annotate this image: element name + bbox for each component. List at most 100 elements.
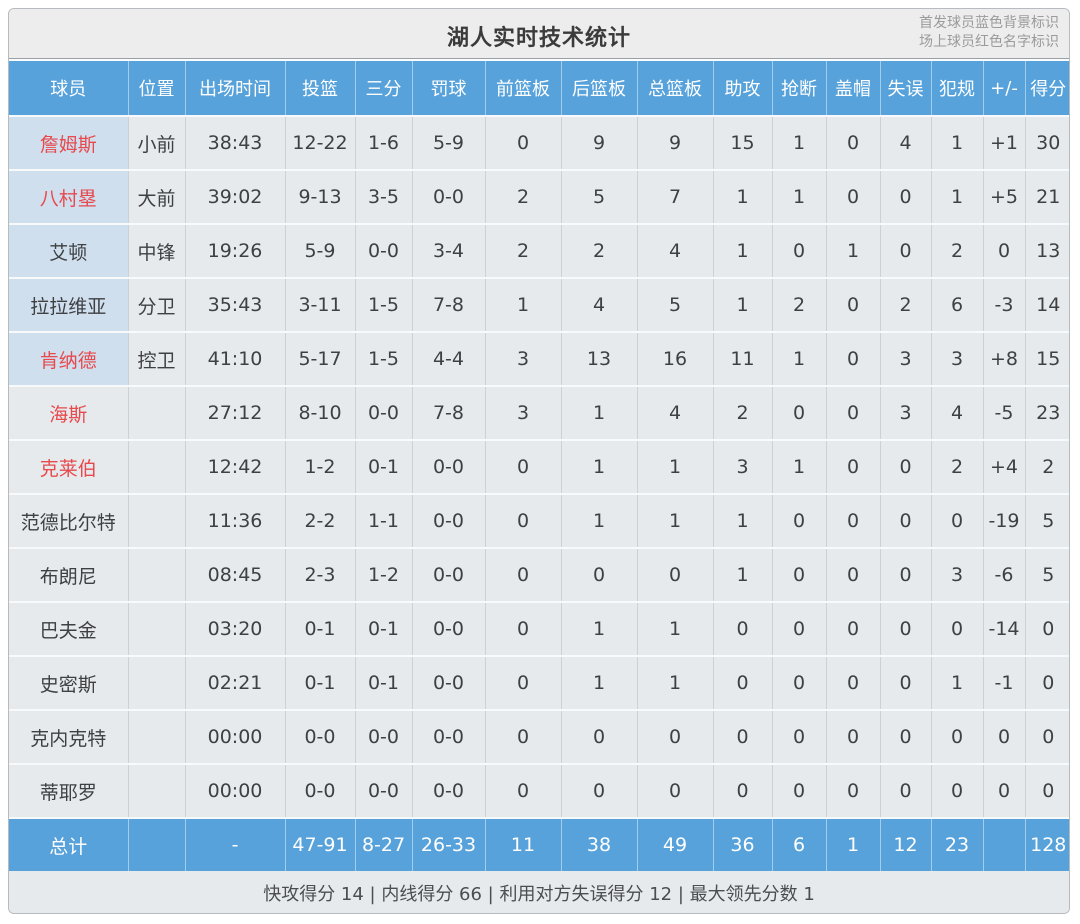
oreb-cell: 2 (485, 223, 562, 278)
steals-cell: 0 (772, 655, 827, 710)
oreb-cell: 0 (485, 115, 562, 170)
points-cell: 0 (1025, 763, 1069, 818)
col-header-fouls: 犯规 (931, 61, 984, 116)
points-cell: 30 (1025, 115, 1069, 170)
turnovers-cell: 2 (880, 277, 932, 332)
legend-note: 首发球员蓝色背景标识 场上球员红色名字标识 (919, 14, 1059, 52)
col-header-steals: 抢断 (772, 61, 827, 116)
points-cell: 5 (1025, 547, 1069, 602)
dreb-cell: 5 (561, 169, 638, 224)
threes-cell: 0-1 (355, 439, 413, 494)
blocks-cell: 0 (826, 385, 881, 440)
position-cell (128, 763, 186, 818)
dreb-cell: 4 (561, 277, 638, 332)
steals-cell: 1 (772, 115, 827, 170)
total-assists-cell: 36 (713, 817, 773, 871)
assists-cell: 2 (713, 385, 773, 440)
col-header-threes: 三分 (355, 61, 413, 116)
plus-minus-cell: +5 (983, 169, 1026, 224)
total-turnovers-cell: 12 (880, 817, 932, 871)
points-cell: 5 (1025, 493, 1069, 548)
fg-cell: 12-22 (285, 115, 356, 170)
fg-cell: 2-3 (285, 547, 356, 602)
blocks-cell: 0 (826, 115, 881, 170)
player-row: 拉拉维亚 分卫 35:43 3-11 1-5 7-8 1 4 5 1 2 0 2… (9, 277, 1069, 332)
fouls-cell: 1 (931, 655, 984, 710)
footer-line-2: 技术犯规 0 | 恶意犯规 0 | 六犯离场 1 | 被逐离场 (9, 911, 1069, 913)
points-cell: 13 (1025, 223, 1069, 278)
blocks-cell: 0 (826, 709, 881, 764)
assists-cell: 11 (713, 331, 773, 386)
threes-cell: 1-5 (355, 331, 413, 386)
player-name-cell: 艾顿 (9, 223, 129, 278)
fg-cell: 2-2 (285, 493, 356, 548)
player-row: 巴夫金 03:20 0-1 0-1 0-0 0 1 1 0 0 0 0 0 -1… (9, 601, 1069, 656)
dreb-cell: 9 (561, 115, 638, 170)
fouls-cell: 0 (931, 763, 984, 818)
player-name-cell: 拉拉维亚 (9, 277, 129, 332)
stats-panel: 湖人实时技术统计 首发球员蓝色背景标识 场上球员红色名字标识 球员 位置 出场时… (8, 8, 1070, 914)
plus-minus-cell: 0 (983, 763, 1026, 818)
oreb-cell: 3 (485, 331, 562, 386)
footer-line-1: 快攻得分 14 | 内线得分 66 | 利用对方失误得分 12 | 最大领先分数… (263, 884, 815, 905)
turnovers-cell: 0 (880, 709, 932, 764)
player-row: 八村塁 大前 39:02 9-13 3-5 0-0 2 5 7 1 1 0 0 … (9, 169, 1069, 224)
fouls-cell: 1 (931, 169, 984, 224)
player-name-cell: 克莱伯 (9, 439, 129, 494)
total-ft-cell: 26-33 (412, 817, 486, 871)
treb-cell: 0 (637, 709, 714, 764)
threes-cell: 0-1 (355, 655, 413, 710)
minutes-cell: 41:10 (185, 331, 286, 386)
plus-minus-cell: 0 (983, 223, 1026, 278)
col-header-dreb: 后篮板 (561, 61, 638, 116)
turnovers-cell: 0 (880, 439, 932, 494)
fg-cell: 0-0 (285, 709, 356, 764)
position-cell: 小前 (128, 115, 186, 170)
dreb-cell: 1 (561, 601, 638, 656)
player-name-cell: 海斯 (9, 385, 129, 440)
steals-cell: 0 (772, 547, 827, 602)
total-points-cell: 128 (1025, 817, 1069, 871)
fg-cell: 3-11 (285, 277, 356, 332)
dreb-cell: 1 (561, 439, 638, 494)
points-cell: 14 (1025, 277, 1069, 332)
blocks-cell: 0 (826, 601, 881, 656)
assists-cell: 1 (713, 277, 773, 332)
assists-cell: 1 (713, 493, 773, 548)
dreb-cell: 2 (561, 223, 638, 278)
ft-cell: 3-4 (412, 223, 486, 278)
dreb-cell: 1 (561, 385, 638, 440)
player-row: 蒂耶罗 00:00 0-0 0-0 0-0 0 0 0 0 0 0 0 0 0 … (9, 763, 1069, 818)
threes-cell: 1-6 (355, 115, 413, 170)
position-cell (128, 547, 186, 602)
threes-cell: 1-2 (355, 547, 413, 602)
points-cell: 0 (1025, 655, 1069, 710)
fouls-cell: 3 (931, 547, 984, 602)
col-header-turnovers: 失误 (880, 61, 932, 116)
points-cell: 15 (1025, 331, 1069, 386)
ft-cell: 0-0 (412, 655, 486, 710)
col-header-ft: 罚球 (412, 61, 486, 116)
ft-cell: 5-9 (412, 115, 486, 170)
player-name-cell: 克内克特 (9, 709, 129, 764)
minutes-cell: 38:43 (185, 115, 286, 170)
assists-cell: 15 (713, 115, 773, 170)
assists-cell: 0 (713, 763, 773, 818)
fouls-cell: 4 (931, 385, 984, 440)
ft-cell: 0-0 (412, 763, 486, 818)
fg-cell: 5-9 (285, 223, 356, 278)
total-plus-minus-cell (983, 817, 1026, 871)
player-row: 史密斯 02:21 0-1 0-1 0-0 0 1 1 0 0 0 0 1 -1… (9, 655, 1069, 710)
dreb-cell: 1 (561, 493, 638, 548)
ft-cell: 0-0 (412, 709, 486, 764)
oreb-cell: 1 (485, 277, 562, 332)
ft-cell: 7-8 (412, 385, 486, 440)
turnovers-cell: 3 (880, 385, 932, 440)
blocks-cell: 0 (826, 655, 881, 710)
fg-cell: 9-13 (285, 169, 356, 224)
total-label-cell: 总计 (9, 817, 129, 871)
total-treb-cell: 49 (637, 817, 714, 871)
threes-cell: 3-5 (355, 169, 413, 224)
fg-cell: 0-1 (285, 655, 356, 710)
ft-cell: 0-0 (412, 169, 486, 224)
